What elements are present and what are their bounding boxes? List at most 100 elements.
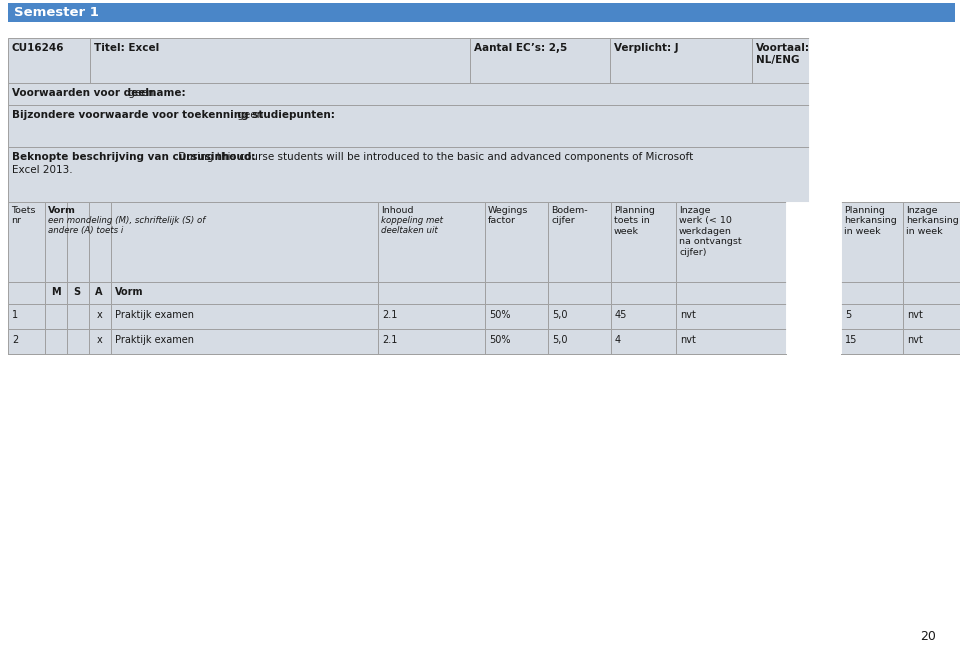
Bar bbox=[809, 83, 955, 105]
Text: CU16246: CU16246 bbox=[12, 43, 64, 53]
Text: Vorm: Vorm bbox=[48, 206, 76, 215]
Text: andere (A) toets i: andere (A) toets i bbox=[48, 226, 123, 235]
Bar bbox=[8, 83, 809, 105]
Bar bbox=[8, 304, 45, 329]
Bar bbox=[786, 282, 841, 304]
Text: Aantal EC’s: 2,5: Aantal EC’s: 2,5 bbox=[474, 43, 567, 53]
Bar bbox=[676, 202, 786, 282]
Bar bbox=[611, 282, 676, 304]
Text: 50%: 50% bbox=[489, 310, 511, 320]
Bar bbox=[611, 329, 676, 354]
Text: Inzage
werk (< 10
werkdagen
na ontvangst
cijfer): Inzage werk (< 10 werkdagen na ontvangst… bbox=[679, 206, 742, 257]
Text: nvt: nvt bbox=[680, 335, 696, 345]
Text: Praktijk examen: Praktijk examen bbox=[115, 310, 194, 320]
Text: nvt: nvt bbox=[907, 310, 923, 320]
Bar bbox=[67, 304, 89, 329]
Text: M: M bbox=[51, 287, 60, 297]
Bar bbox=[89, 202, 111, 282]
Bar bbox=[89, 329, 111, 354]
Bar bbox=[903, 304, 960, 329]
Text: 15: 15 bbox=[845, 335, 857, 345]
Bar bbox=[903, 202, 960, 282]
Text: A: A bbox=[95, 287, 103, 297]
Bar bbox=[485, 304, 548, 329]
Bar bbox=[8, 3, 955, 22]
Text: x: x bbox=[97, 310, 103, 320]
Bar bbox=[485, 282, 548, 304]
Text: 5: 5 bbox=[845, 310, 852, 320]
Bar bbox=[8, 282, 45, 304]
Text: 2.1: 2.1 bbox=[382, 310, 397, 320]
Bar bbox=[67, 202, 89, 282]
Text: 20: 20 bbox=[920, 630, 936, 643]
Bar bbox=[676, 304, 786, 329]
Bar bbox=[841, 202, 903, 282]
Bar bbox=[548, 329, 611, 354]
Bar bbox=[809, 38, 955, 83]
Bar bbox=[89, 282, 111, 304]
Bar bbox=[485, 202, 548, 282]
Bar bbox=[485, 329, 548, 354]
Bar bbox=[611, 304, 676, 329]
Text: 4: 4 bbox=[615, 335, 621, 345]
Bar bbox=[903, 282, 960, 304]
Text: geen: geen bbox=[234, 110, 263, 120]
Bar bbox=[809, 147, 955, 202]
Bar bbox=[8, 329, 45, 354]
Text: x: x bbox=[97, 335, 103, 345]
Bar bbox=[548, 202, 611, 282]
Bar bbox=[45, 282, 67, 304]
Bar bbox=[111, 329, 378, 354]
Bar bbox=[611, 202, 676, 282]
Bar bbox=[67, 282, 89, 304]
Bar bbox=[90, 38, 470, 83]
Bar bbox=[45, 304, 67, 329]
Text: Toets
nr: Toets nr bbox=[11, 206, 36, 225]
Text: Voorwaarden voor deelname:: Voorwaarden voor deelname: bbox=[12, 88, 185, 98]
Bar bbox=[111, 304, 378, 329]
Bar bbox=[45, 329, 67, 354]
Bar bbox=[8, 105, 809, 147]
Text: 5,0: 5,0 bbox=[552, 310, 567, 320]
Text: Beknopte beschrijving van cursusinhoud:: Beknopte beschrijving van cursusinhoud: bbox=[12, 152, 255, 162]
Bar bbox=[548, 282, 611, 304]
Text: deeltaken uit: deeltaken uit bbox=[381, 226, 438, 235]
Bar bbox=[378, 304, 485, 329]
Text: 1: 1 bbox=[12, 310, 18, 320]
Text: nvt: nvt bbox=[907, 335, 923, 345]
Bar bbox=[378, 329, 485, 354]
Bar bbox=[111, 282, 378, 304]
Text: Praktijk examen: Praktijk examen bbox=[115, 335, 194, 345]
Bar bbox=[841, 304, 903, 329]
Text: geen: geen bbox=[125, 88, 155, 98]
Text: Titel: Excel: Titel: Excel bbox=[94, 43, 159, 53]
Text: Planning
toets in
week: Planning toets in week bbox=[614, 206, 655, 236]
Text: Wegings
factor: Wegings factor bbox=[488, 206, 528, 225]
Bar bbox=[8, 147, 809, 202]
Bar bbox=[378, 282, 485, 304]
Text: 50%: 50% bbox=[489, 335, 511, 345]
Bar bbox=[903, 329, 960, 354]
Text: een mondeling (M), schriftelijk (S) of: een mondeling (M), schriftelijk (S) of bbox=[48, 216, 205, 225]
Bar bbox=[809, 105, 955, 147]
Bar bbox=[8, 202, 45, 282]
Text: Inhoud: Inhoud bbox=[381, 206, 414, 215]
Bar bbox=[841, 329, 903, 354]
Text: nvt: nvt bbox=[680, 310, 696, 320]
Text: Bodem-
cijfer: Bodem- cijfer bbox=[551, 206, 588, 225]
Text: During this course students will be introduced to the basic and advanced compone: During this course students will be intr… bbox=[175, 152, 693, 162]
Bar bbox=[676, 282, 786, 304]
Bar bbox=[786, 304, 841, 329]
Bar bbox=[610, 38, 752, 83]
Bar bbox=[67, 329, 89, 354]
Bar bbox=[676, 329, 786, 354]
Text: Excel 2013.: Excel 2013. bbox=[12, 165, 73, 175]
Bar bbox=[378, 202, 485, 282]
Bar bbox=[89, 304, 111, 329]
Text: 45: 45 bbox=[615, 310, 628, 320]
Bar bbox=[548, 304, 611, 329]
Bar bbox=[111, 202, 378, 282]
Text: 2.1: 2.1 bbox=[382, 335, 397, 345]
Text: Bijzondere voorwaarde voor toekenning studiepunten:: Bijzondere voorwaarde voor toekenning st… bbox=[12, 110, 335, 120]
Text: 5,0: 5,0 bbox=[552, 335, 567, 345]
